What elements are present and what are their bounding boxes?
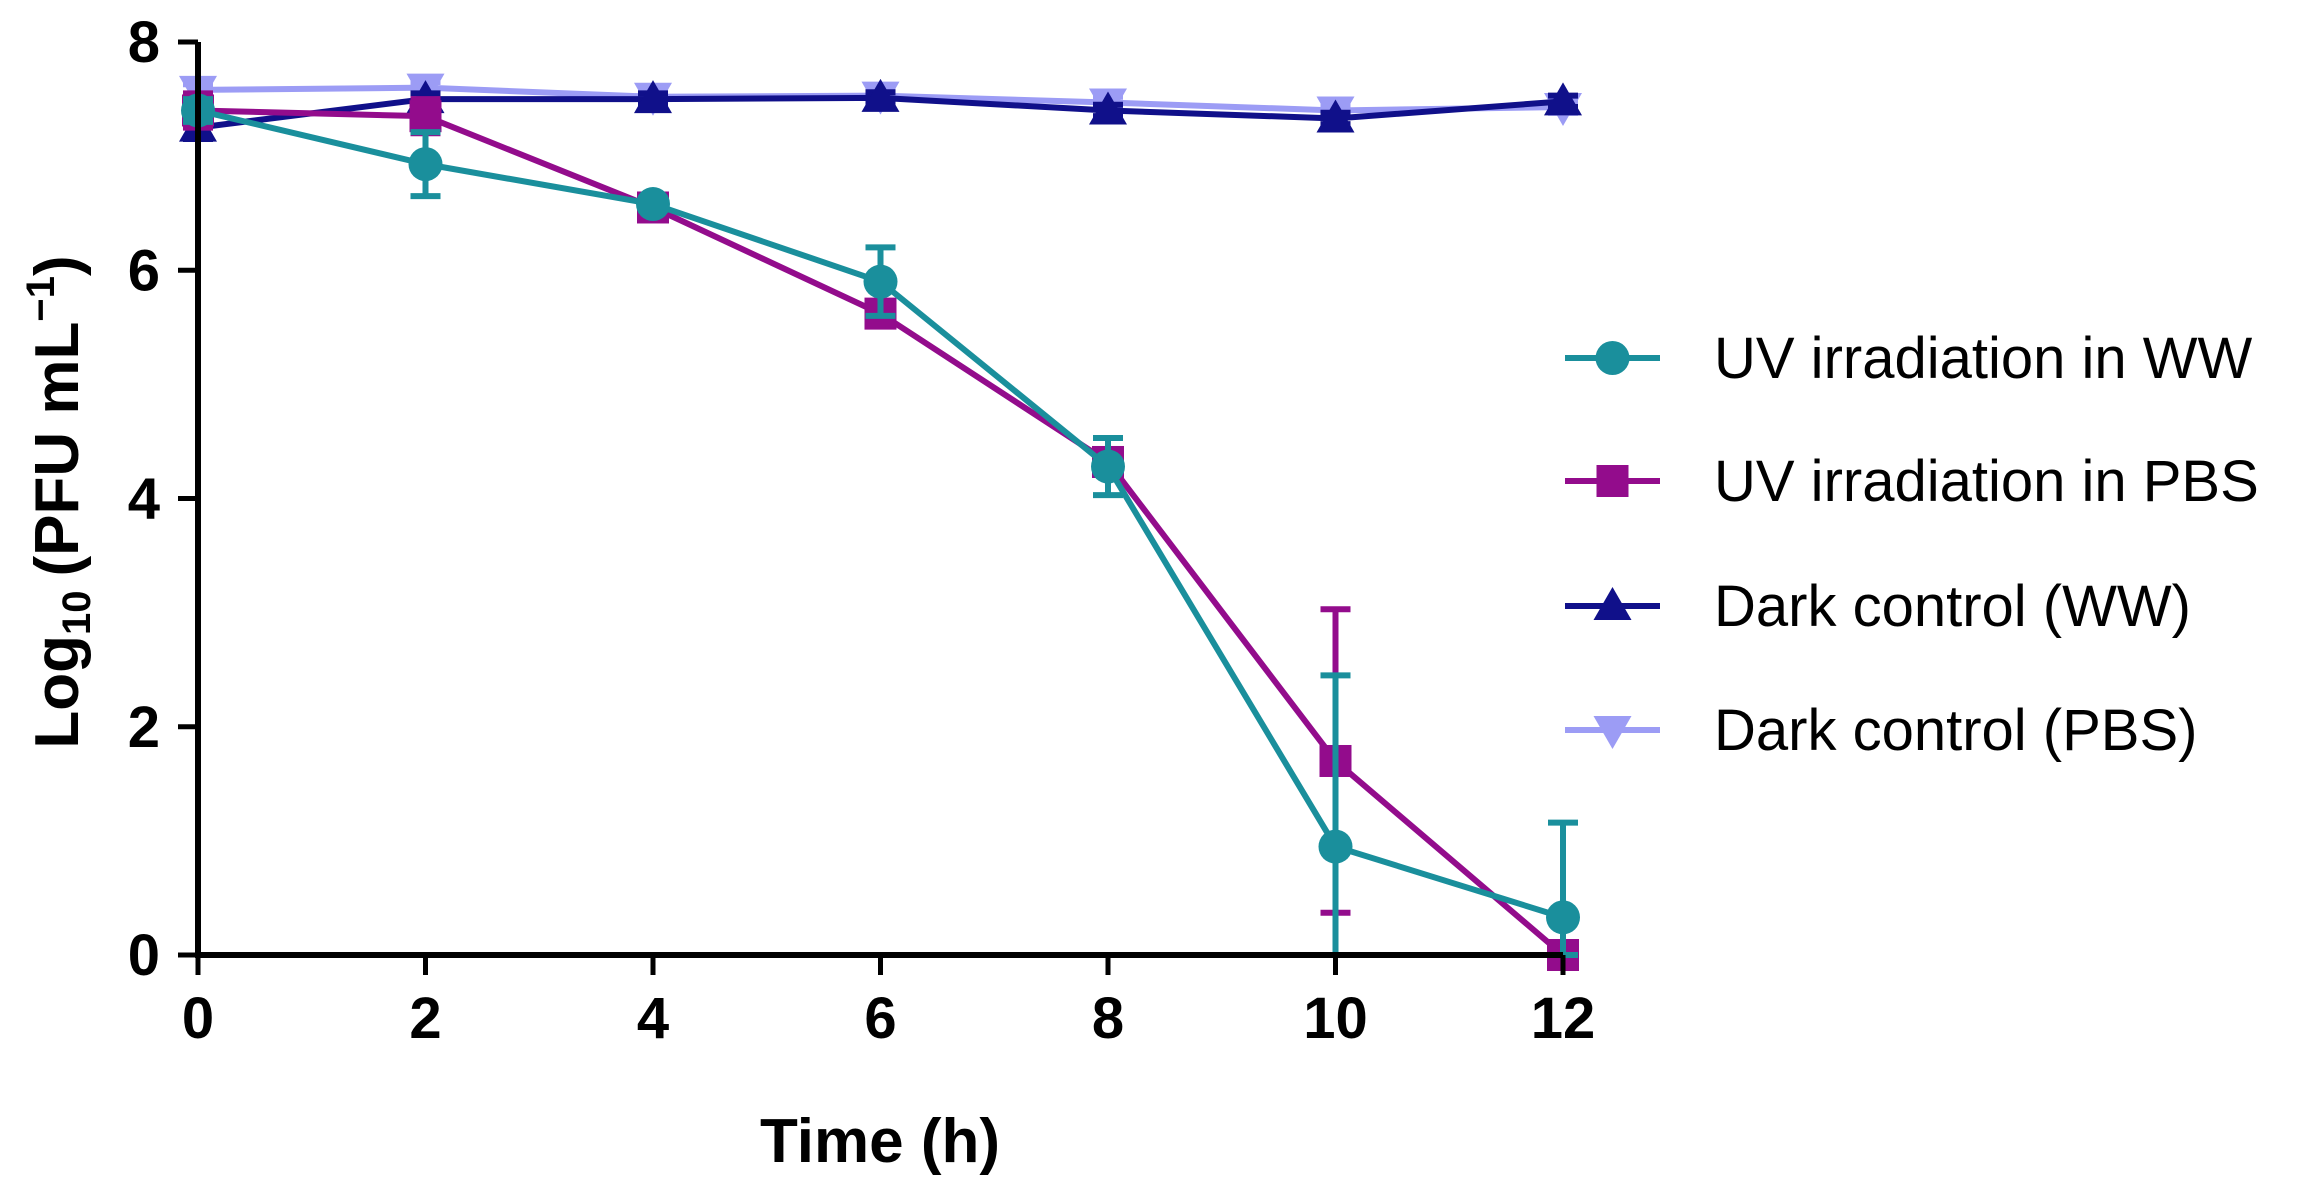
y-tick-label-6: 6 (128, 238, 160, 303)
legend-label-1: UV irradiation in WW (1714, 326, 2252, 391)
legend-marker-3 (1593, 587, 1632, 620)
series-1-point-6 (1546, 900, 1580, 935)
y-tick-label-8: 8 (128, 10, 160, 75)
series-2-point-1 (409, 100, 442, 133)
legend-label-3: Dark control (WW) (1714, 574, 2191, 639)
legend: UV irradiation in WW UV irradiation in PB… (1565, 326, 2259, 763)
series-3-point-2 (634, 80, 672, 114)
y-tick-label-2: 2 (128, 695, 160, 760)
x-tick-label-4: 4 (637, 986, 669, 1051)
x-tick-label-12: 12 (1531, 986, 1596, 1051)
y-tick-label-0: 0 (128, 923, 160, 988)
x-tick-label-2: 2 (409, 986, 441, 1051)
legend-marker-2 (1596, 465, 1629, 497)
legend-marker-4 (1593, 716, 1632, 749)
series-3-point-3 (861, 78, 900, 112)
legend-label-4: Dark control (PBS) (1714, 698, 2197, 763)
series-1-point-2 (636, 187, 670, 222)
y-axis-title-main: Log (23, 635, 92, 749)
series-3-point-6 (1544, 82, 1582, 116)
series-1-point-5 (1318, 829, 1353, 864)
series-1-line (197, 107, 1564, 921)
series-1-error-bar-6 (1548, 819, 1578, 958)
series-2-line (197, 107, 1565, 958)
series-2 (182, 90, 1579, 971)
series-1 (181, 93, 1580, 958)
y-axis-title-subscript: 10 (55, 591, 99, 636)
y-axis-title-superscript: −1 (19, 276, 63, 322)
series-3-point-5 (1316, 99, 1355, 133)
y-ticks: 0 2 4 6 8 (128, 10, 198, 988)
legend-item-2: UV irradiation in PBS (1565, 449, 2259, 514)
legend-item-3: Dark control (WW) (1565, 574, 2191, 639)
legend-label-2: UV irradiation in PBS (1714, 449, 2259, 514)
legend-item-4: Dark control (PBS) (1565, 698, 2197, 763)
series-1-point-1 (408, 147, 443, 182)
y-tick-label-4: 4 (128, 467, 160, 532)
x-tick-label-6: 6 (864, 986, 896, 1051)
x-tick-label-0: 0 (182, 986, 214, 1051)
series-3-point-4 (1089, 91, 1127, 125)
axes: 0 2 4 6 8 10 12 0 2 4 6 8 (128, 10, 1596, 1051)
y-axis-title-unit: (PFU mL (23, 322, 92, 577)
x-ticks: 0 2 4 6 8 10 12 (182, 955, 1595, 1051)
y-axis-title-close: ) (23, 255, 92, 276)
legend-marker-1 (1595, 341, 1630, 375)
x-tick-label-10: 10 (1303, 986, 1368, 1051)
x-axis-title: Time (h) (760, 1107, 1000, 1176)
y-axis-title: Log10 (PFU mL−1) (19, 255, 99, 748)
plot-area (179, 73, 1582, 971)
x-tick-label-8: 8 (1092, 986, 1124, 1051)
series-1-point-3 (863, 264, 898, 299)
legend-item-1: UV irradiation in WW (1565, 326, 2252, 391)
series-1-point-4 (1091, 449, 1125, 484)
